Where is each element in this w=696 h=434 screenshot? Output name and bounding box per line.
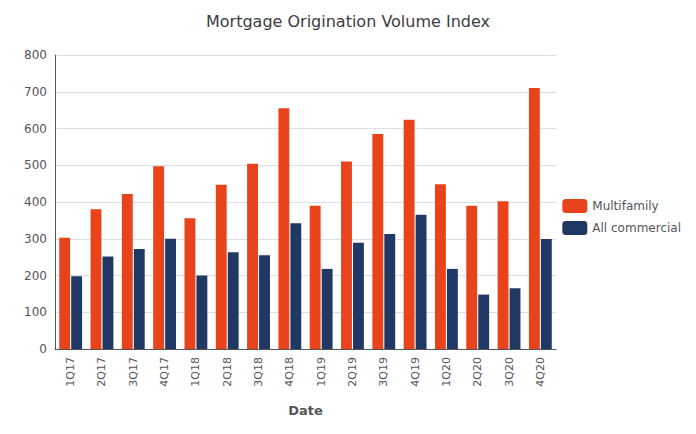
svg-text:4Q20: 4Q20 [534, 357, 547, 387]
svg-text:1Q20: 1Q20 [440, 357, 453, 387]
svg-text:3Q19: 3Q19 [377, 357, 390, 387]
svg-text:1Q17: 1Q17 [64, 357, 77, 387]
svg-text:600: 600 [24, 122, 47, 136]
svg-text:1Q19: 1Q19 [315, 357, 328, 387]
svg-text:Multifamily: Multifamily [592, 199, 658, 213]
svg-text:500: 500 [24, 158, 47, 172]
svg-text:2Q20: 2Q20 [471, 357, 484, 387]
svg-text:All commercial: All commercial [592, 221, 681, 235]
svg-text:0: 0 [39, 342, 47, 356]
svg-text:400: 400 [24, 195, 47, 209]
svg-text:4Q18: 4Q18 [283, 357, 296, 387]
svg-text:2Q17: 2Q17 [95, 357, 108, 387]
svg-text:200: 200 [24, 269, 47, 283]
svg-text:300: 300 [24, 232, 47, 246]
svg-text:1Q18: 1Q18 [189, 357, 202, 387]
svg-text:2Q19: 2Q19 [346, 357, 359, 387]
svg-text:4Q19: 4Q19 [409, 357, 422, 387]
svg-text:4Q17: 4Q17 [158, 357, 171, 387]
svg-text:Mortgage Origination Volume In: Mortgage Origination Volume Index [206, 12, 490, 31]
svg-text:Date: Date [288, 403, 323, 418]
svg-text:700: 700 [24, 85, 47, 99]
svg-text:3Q18: 3Q18 [252, 357, 265, 387]
svg-text:800: 800 [24, 48, 47, 62]
svg-text:2Q18: 2Q18 [221, 357, 234, 387]
svg-text:3Q17: 3Q17 [127, 357, 140, 387]
svg-text:3Q20: 3Q20 [503, 357, 516, 387]
svg-text:100: 100 [24, 305, 47, 319]
